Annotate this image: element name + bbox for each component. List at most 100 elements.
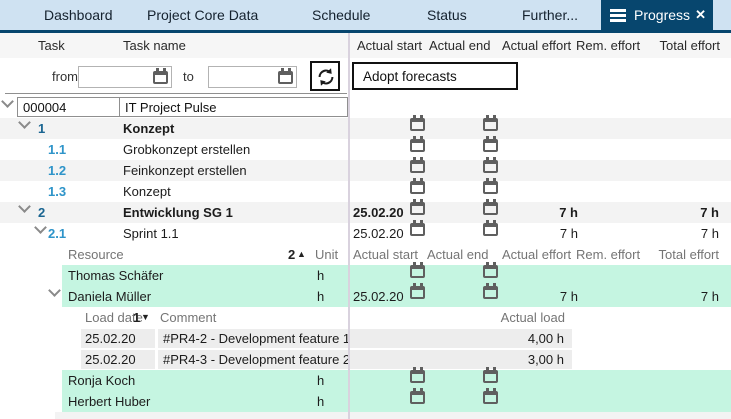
resource-row-highlight: [62, 370, 731, 391]
rem-effort-column-header[interactable]: Rem. effort: [576, 38, 641, 53]
sort-desc-icon: ▼: [141, 312, 150, 322]
actual-effort-value: 7 h: [559, 226, 578, 241]
actual-load-column-header[interactable]: Actual load: [500, 310, 565, 325]
actual-effort-column-header[interactable]: Actual effort: [502, 38, 572, 53]
task-row[interactable]: 1.2 Feinkonzept erstellen: [0, 157, 731, 181]
chevron-down-icon[interactable]: [18, 116, 31, 129]
chevron-down-icon[interactable]: [1, 95, 14, 108]
task-row[interactable]: 1 Konzept: [0, 115, 731, 139]
calendar-icon[interactable]: [153, 68, 168, 84]
resource-row-highlight: [62, 265, 731, 286]
task-name: Konzept: [123, 121, 175, 136]
sort-asc-icon: ▲: [297, 249, 306, 259]
table-body: 1 Konzept 1.1 Grobkonzept erstellen 1.2 Feink…: [0, 95, 731, 412]
chevron-down-icon[interactable]: [48, 284, 61, 297]
project-id-input[interactable]: [17, 97, 120, 117]
load-comment-cell[interactable]: #PR4-2 - Development feature 1 -: [158, 329, 348, 348]
from-date-input[interactable]: [78, 66, 172, 88]
tab-dashboard[interactable]: Dashboard: [44, 7, 113, 23]
chevron-down-icon[interactable]: [18, 200, 31, 213]
task-row[interactable]: 2 Entwicklung SG 1 25.02.20 7 h 7 h: [0, 199, 731, 223]
load-date-cell[interactable]: 25.02.20: [81, 329, 155, 348]
close-icon[interactable]: ✕: [695, 7, 706, 22]
task-row[interactable]: 2.1 Sprint 1.1 25.02.20 7 h 7 h: [0, 220, 731, 244]
load-header-row[interactable]: Load date 1 ▼ Comment Actual load: [0, 307, 731, 328]
actual-start-picker-icon[interactable]: [410, 262, 425, 278]
from-label: from: [52, 69, 78, 84]
actual-start-picker-icon[interactable]: [410, 136, 425, 152]
to-date-field[interactable]: [208, 66, 297, 88]
comment-column-header[interactable]: Comment: [160, 310, 217, 325]
task-name-column-header[interactable]: Task name: [123, 38, 186, 53]
actual-start-picker-icon[interactable]: [410, 115, 425, 131]
hamburger-icon[interactable]: [610, 9, 626, 12]
actual-end-picker-icon[interactable]: [483, 367, 498, 383]
resource-row[interactable]: Thomas Schäfer h: [0, 262, 731, 286]
task-column-header[interactable]: Task: [38, 38, 65, 53]
tab-progress[interactable]: Progress ✕: [601, 0, 713, 30]
actual-start-subheader[interactable]: Actual start: [353, 247, 419, 262]
load-comment-cell[interactable]: #PR4-3 - Development feature 2 -: [158, 350, 348, 369]
resource-header-row[interactable]: Resource 2 ▲ Unit Actual start Actual end Actu…: [0, 244, 731, 265]
actual-effort-subheader[interactable]: Actual effort: [502, 247, 572, 262]
toolbar-separator: [5, 93, 347, 94]
actual-effort-value: 7 h: [559, 289, 578, 304]
unit-column-header[interactable]: Unit: [315, 247, 339, 262]
partial-next-row: [55, 412, 731, 419]
load-date-cell[interactable]: 25.02.20: [81, 350, 155, 369]
tab-schedule[interactable]: Schedule: [312, 7, 371, 23]
resource-row[interactable]: Herbert Huber h: [0, 388, 731, 412]
task-row[interactable]: 1.3 Konzept: [0, 178, 731, 202]
actual-end-subheader[interactable]: Actual end: [427, 247, 489, 262]
task-name: Grobkonzept erstellen: [123, 142, 251, 157]
task-name: Konzept: [123, 184, 171, 199]
actual-end-picker-icon[interactable]: [483, 199, 498, 215]
resource-column-header[interactable]: Resource: [68, 247, 124, 262]
actual-end-picker-icon[interactable]: [483, 136, 498, 152]
resource-row[interactable]: Ronja Koch h: [0, 367, 731, 391]
refresh-button[interactable]: [310, 61, 340, 91]
actual-start-picker-icon[interactable]: [410, 283, 425, 299]
calendar-icon[interactable]: [278, 68, 293, 84]
rem-effort-subheader[interactable]: Rem. effort: [576, 247, 641, 262]
chevron-down-icon[interactable]: [34, 221, 47, 234]
total-effort-column-header[interactable]: Total effort: [659, 38, 720, 53]
actual-load-cell[interactable]: 3,00 h: [349, 350, 572, 369]
project-name-input[interactable]: [119, 97, 348, 117]
adopt-forecasts-button[interactable]: Adopt forecasts: [352, 62, 518, 90]
task-number: 2: [38, 205, 46, 220]
load-date-column-header[interactable]: Load date: [85, 310, 143, 325]
actual-start-picker-icon[interactable]: [410, 199, 425, 215]
resource-row[interactable]: Daniela Müller h 25.02.20 7 h 7 h: [0, 283, 731, 307]
from-date-field[interactable]: [78, 66, 172, 88]
actual-start-picker-icon[interactable]: [410, 220, 425, 236]
actual-start-column-header[interactable]: Actual start: [357, 38, 423, 53]
resource-name: Thomas Schäfer: [68, 268, 164, 283]
actual-start-picker-icon[interactable]: [410, 388, 425, 404]
to-date-input[interactable]: [208, 66, 297, 88]
actual-end-column-header[interactable]: Actual end: [429, 38, 491, 53]
actual-end-picker-icon[interactable]: [483, 388, 498, 404]
total-effort-value: 7 h: [700, 289, 719, 304]
actual-load-cell[interactable]: 4,00 h: [349, 329, 572, 348]
actual-end-picker-icon[interactable]: [483, 157, 498, 173]
tab-project-core-data[interactable]: Project Core Data: [147, 7, 259, 23]
task-number: 1.3: [48, 184, 67, 199]
resource-name: Herbert Huber: [68, 394, 151, 409]
tab-further[interactable]: Further...: [522, 7, 579, 23]
actual-end-picker-icon[interactable]: [483, 220, 498, 236]
load-row[interactable]: 25.02.20 #PR4-2 - Development feature 1 -…: [0, 328, 731, 349]
total-effort-subheader[interactable]: Total effort: [658, 247, 719, 262]
task-number: 2.1: [48, 226, 67, 241]
project-row[interactable]: [0, 95, 731, 118]
load-row[interactable]: 25.02.20 #PR4-3 - Development feature 2 -…: [0, 349, 731, 370]
actual-start-picker-icon[interactable]: [410, 367, 425, 383]
actual-start-picker-icon[interactable]: [410, 178, 425, 194]
tab-status[interactable]: Status: [427, 7, 467, 23]
actual-start-picker-icon[interactable]: [410, 157, 425, 173]
actual-end-picker-icon[interactable]: [483, 262, 498, 278]
actual-end-picker-icon[interactable]: [483, 115, 498, 131]
task-row[interactable]: 1.1 Grobkonzept erstellen: [0, 136, 731, 160]
actual-end-picker-icon[interactable]: [483, 283, 498, 299]
actual-end-picker-icon[interactable]: [483, 178, 498, 194]
